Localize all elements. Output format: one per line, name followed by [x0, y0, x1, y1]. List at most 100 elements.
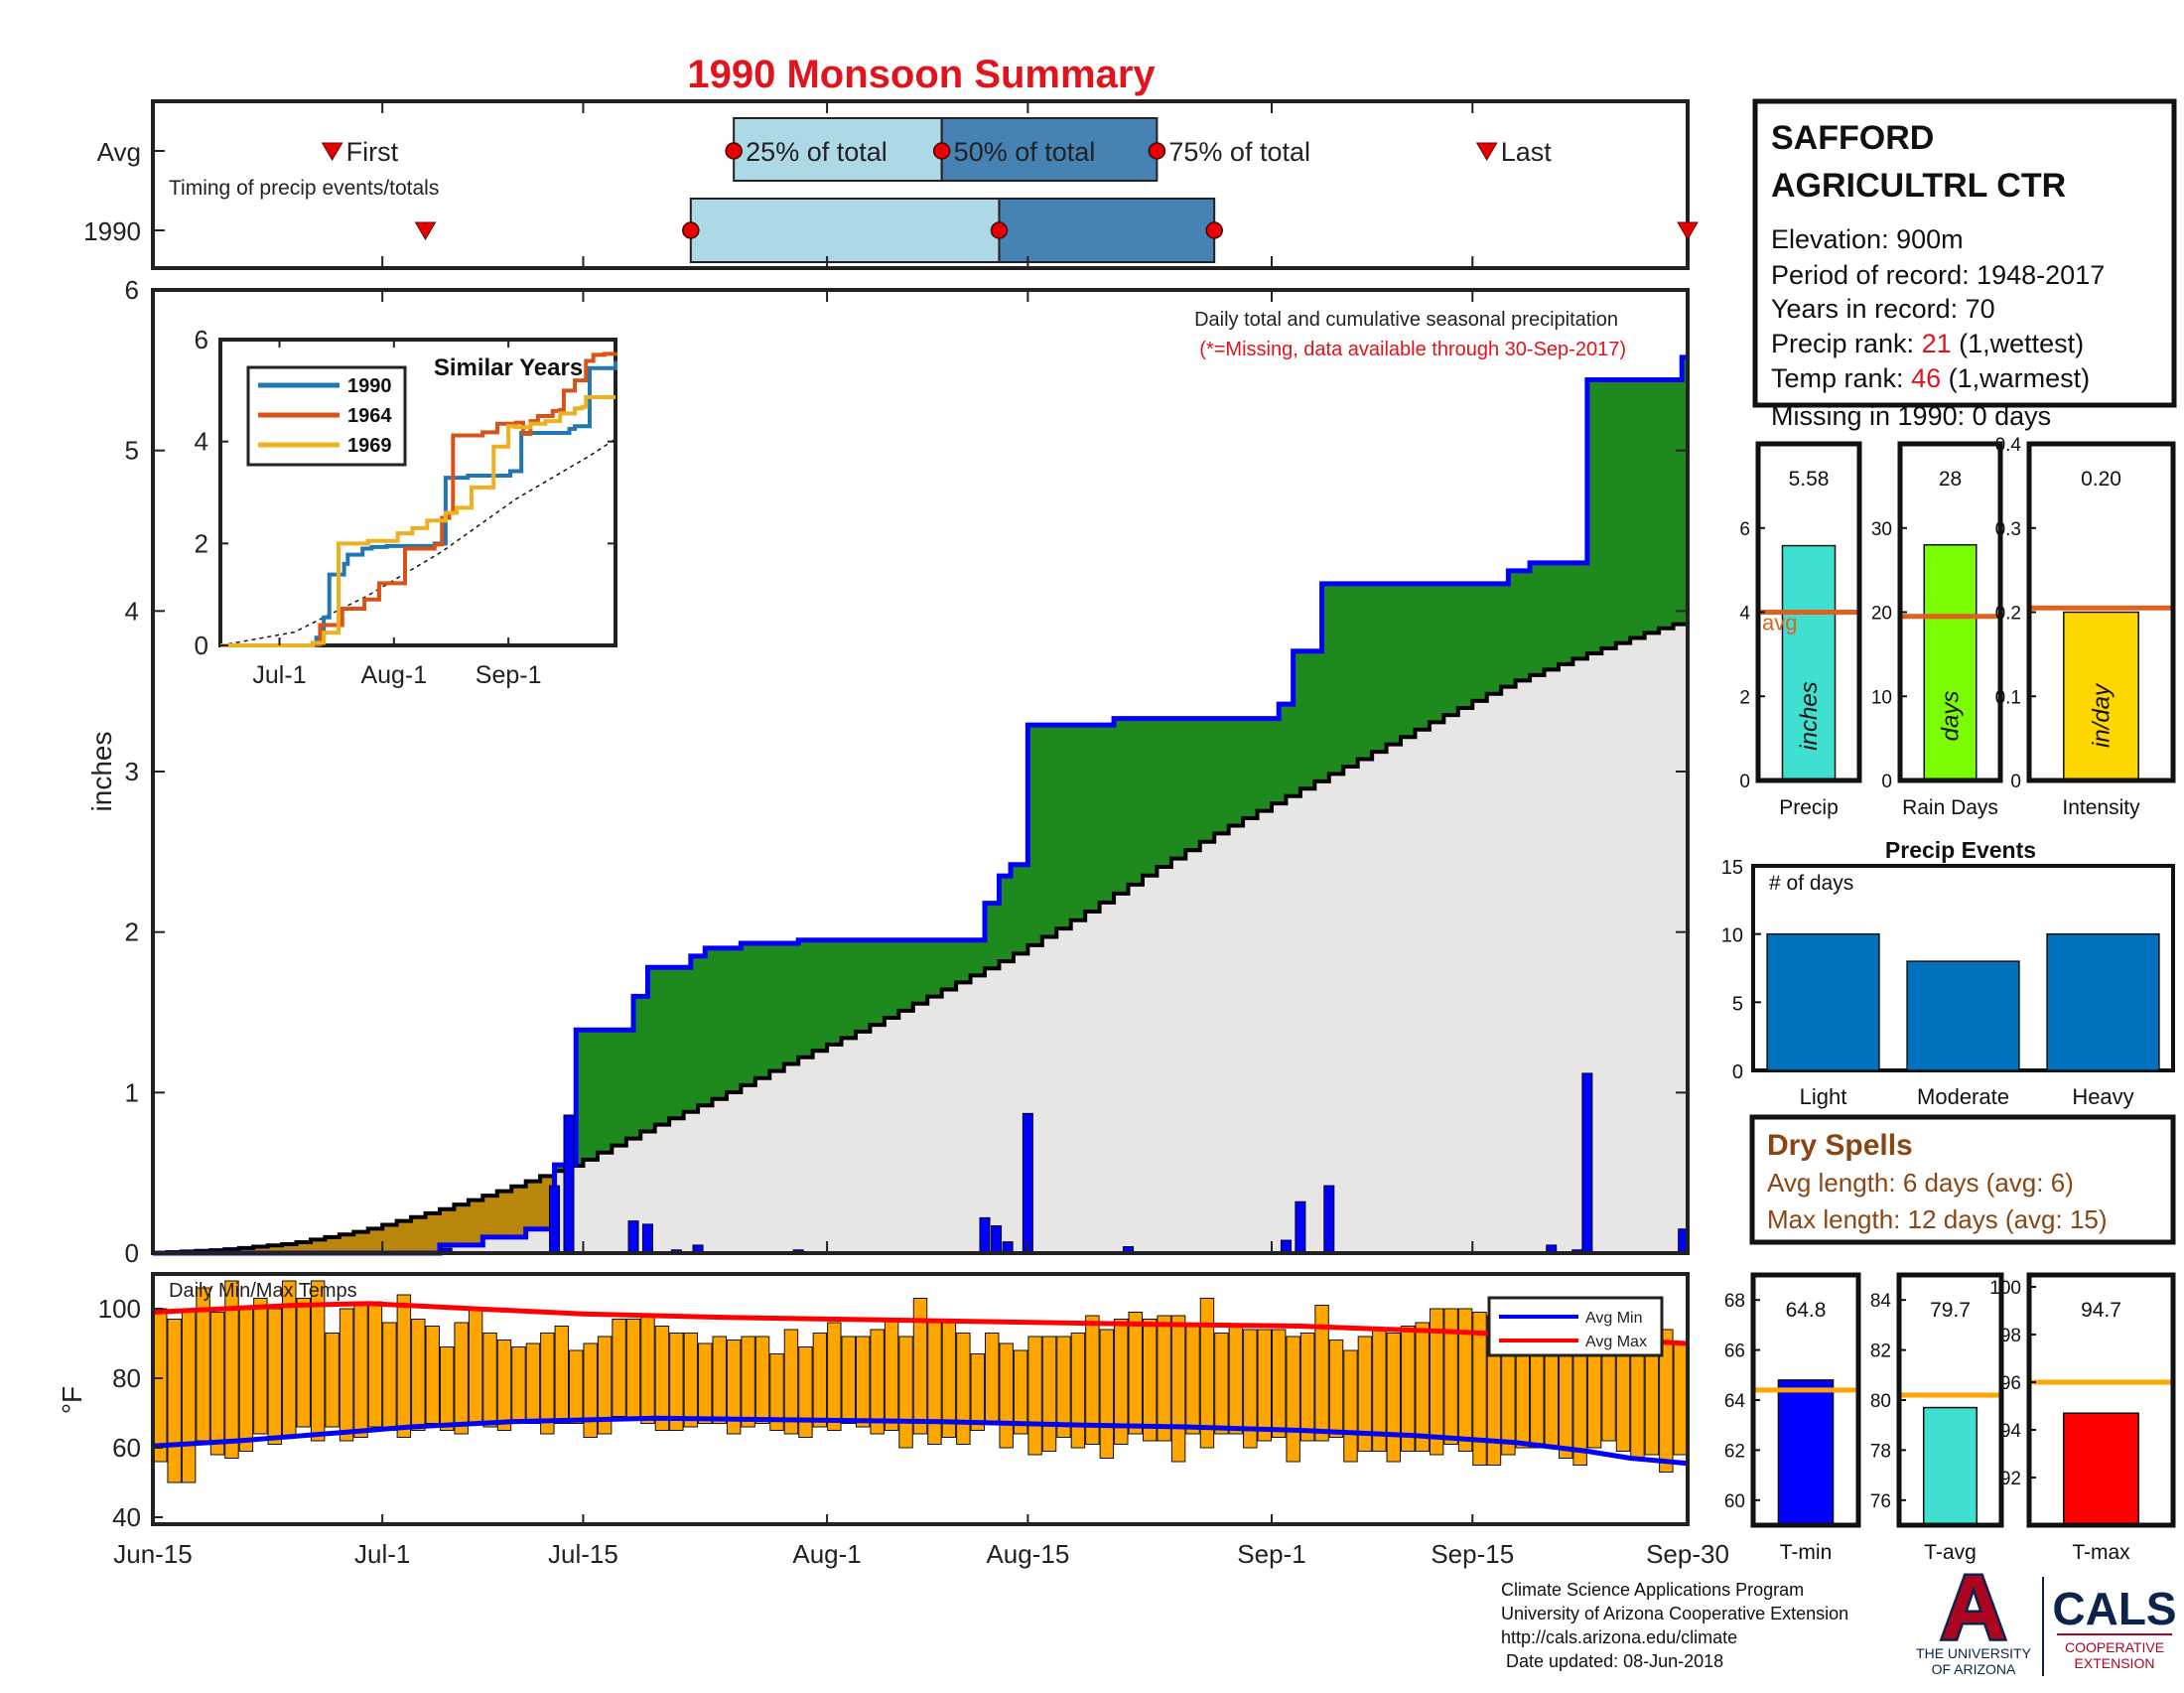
daily-temp-range-bar [755, 1337, 768, 1424]
daily-temp-range-bar [254, 1299, 267, 1435]
daily-temp-range-bar [1042, 1337, 1055, 1452]
stat-value-bar [2064, 1413, 2138, 1525]
events-bar-light [1767, 934, 1879, 1070]
stat-value-bar [1778, 1380, 1833, 1525]
stat-value-label: 79.7 [1930, 1299, 1971, 1322]
stat-y-tick-label: 0.3 [1995, 519, 2021, 540]
precip-y-tick-label: 3 [125, 757, 139, 786]
stat-y-tick-label: 66 [1724, 1341, 1745, 1362]
events-category-label: Moderate [1917, 1084, 2009, 1109]
p75-marker-label: 75% of total [1168, 137, 1310, 167]
stat-x-label: T-min [1780, 1541, 1833, 1564]
stat-value-label: 0.20 [2081, 468, 2121, 491]
temps-y-axis-label: °F [57, 1386, 87, 1414]
temp-rank-label: Temp rank: [1771, 363, 1911, 393]
events-inner-label: # of days [1769, 872, 1853, 895]
events-category-label: Light [1800, 1084, 1847, 1109]
daily-temp-range-bar [842, 1337, 855, 1424]
stat-y-tick-label: 96 [2000, 1373, 2021, 1394]
dry-spells-max: Max length: 12 days (avg: 15) [1767, 1204, 2108, 1234]
first-marker-label: First [346, 137, 399, 167]
daily-temp-range-bar [1287, 1337, 1299, 1462]
date-x-tick-label: Sep-30 [1646, 1539, 1729, 1569]
events-title: Precip Events [1885, 837, 2036, 863]
1990-75pct-marker [1206, 222, 1222, 238]
footer-credits: Climate Science Applications Program Uni… [1501, 1580, 1848, 1671]
stat-y-tick-label: 78 [1870, 1441, 1891, 1462]
daily-temp-range-bar [1158, 1316, 1170, 1441]
station-name-line2: AGRICULTRL CTR [1771, 167, 2066, 205]
daily-temp-range-bar [584, 1343, 597, 1438]
cals-line2: EXTENSION [2075, 1655, 2155, 1671]
daily-temp-range-bar [641, 1316, 654, 1424]
stat-y-tick-label: 2 [1739, 687, 1750, 708]
daily-temp-range-bar [1272, 1330, 1285, 1438]
daily-temp-range-bar [899, 1337, 912, 1448]
daily-temp-range-bar [426, 1327, 439, 1424]
daily-temp-range-bar [655, 1327, 668, 1431]
stat-y-tick-label: 64 [1724, 1391, 1746, 1412]
precip-events-panel: Precip Events # of days Light Moderate Hea… [1721, 837, 2173, 1109]
daily-temp-range-bar [1229, 1327, 1242, 1435]
station-precip-rank: Precip rank: 21 (1,wettest) [1771, 329, 2084, 358]
timing-panel: Avg 1990 Timing of precip events/totals … [83, 101, 1698, 268]
precip-y-tick-label: 4 [125, 596, 139, 626]
daily-temp-range-bar [885, 1320, 897, 1431]
stat-bar-unit-label: in/day [2089, 682, 2116, 748]
daily-precip-bar [564, 1115, 574, 1253]
daily-temp-range-bar [469, 1309, 481, 1424]
daily-temp-range-bar [613, 1320, 625, 1417]
precip-rank-note: (1,wettest) [1952, 329, 2085, 358]
temps-legend: Avg Min Avg Max [1489, 1298, 1662, 1355]
station-info-box: SAFFORD AGRICULTRL CTR Elevation: 900m P… [1755, 101, 2174, 405]
station-elevation: Elevation: 900m [1771, 224, 1964, 254]
daily-temp-range-bar [1129, 1313, 1142, 1435]
inset-legend-label: 1969 [347, 435, 392, 457]
stat-y-tick-label: 0.2 [1995, 604, 2021, 625]
dry-spells-avg: Avg length: 6 days (avg: 6) [1767, 1168, 2074, 1198]
daily-temp-range-bar [555, 1327, 568, 1424]
daily-temp-range-bar [297, 1299, 310, 1428]
daily-temp-range-bar [1329, 1340, 1342, 1438]
1990-50pct-marker [991, 222, 1007, 238]
temp-rank-note: (1,warmest) [1941, 363, 2090, 393]
avg-50pct-marker [934, 143, 950, 159]
daily-temp-range-bar [670, 1334, 683, 1431]
daily-precip-bar [628, 1221, 638, 1253]
date-x-tick-label: Aug-15 [986, 1539, 1069, 1569]
daily-temp-range-bar [397, 1295, 410, 1438]
inset-y-tick-label: 0 [195, 631, 208, 660]
inset-y-tick-label: 6 [195, 325, 208, 354]
temps-y-tick-label: 40 [112, 1502, 141, 1532]
daily-temp-range-bar [455, 1323, 468, 1434]
daily-temp-range-bar [626, 1320, 639, 1421]
stat-y-tick-label: 84 [1870, 1291, 1892, 1312]
ua-logo-line1: THE UNIVERSITY [1916, 1645, 2032, 1661]
stat-y-tick-label: 62 [1724, 1441, 1745, 1462]
daily-temp-range-bar [268, 1309, 281, 1445]
date-x-tick-label: Jul-15 [548, 1539, 618, 1569]
stat-y-tick-label: 30 [1871, 519, 1892, 540]
footer-line3: http://cals.arizona.edu/climate [1501, 1627, 1737, 1647]
date-x-tick-label: Jun-15 [113, 1539, 193, 1569]
events-y-tick-label: 15 [1721, 857, 1743, 879]
inset-y-tick-label: 4 [195, 427, 208, 457]
stat-y-tick-label: 0.4 [1995, 435, 2022, 456]
daily-precip-bar [992, 1226, 1002, 1253]
daily-temp-range-bar [742, 1337, 754, 1427]
events-category-label: Heavy [2072, 1084, 2133, 1109]
ua-logo-line2: OF ARIZONA [1932, 1661, 2016, 1677]
avg-25pct-marker [726, 143, 742, 159]
stat-y-tick-label: 94 [2000, 1421, 2022, 1442]
stat-y-tick-label: 82 [1870, 1341, 1891, 1362]
stat-y-tick-label: 0 [1739, 772, 1750, 792]
daily-temp-range-bar [570, 1350, 583, 1424]
daily-temp-range-bar [928, 1323, 941, 1445]
stat-y-tick-label: 6 [1739, 519, 1750, 540]
